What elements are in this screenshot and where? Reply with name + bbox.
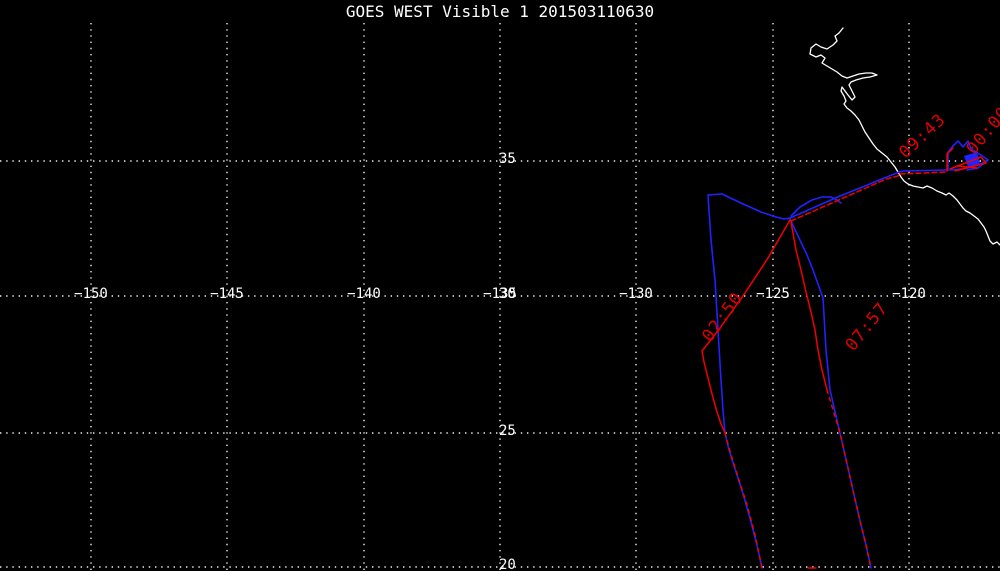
track-blue-left-top-diagonal [721,193,791,220]
track-red-leg-0250 [701,219,791,434]
track-blue-landing-blob [964,152,980,167]
page-title: GOES WEST Visible 1 201503110630 [345,2,655,21]
track-red-leg-0757 [790,221,828,391]
coastline [809,27,1000,246]
longitude-label: −145 [210,286,244,302]
time-label: 09:43 [895,110,950,163]
latitude-label: 20 [499,557,516,571]
time-label: 02:50 [698,288,747,345]
time-label: 07:57 [842,299,893,355]
latitude-label: 35 [499,151,516,167]
longitude-label: −135 [483,286,517,302]
time-label: 00:00 [962,103,1000,159]
longitude-label: −150 [74,286,108,302]
longitude-label: −120 [892,286,926,302]
track-red-overlap-left [724,432,763,569]
latitude-label: 30 [499,286,516,302]
longitude-label: −125 [756,286,790,302]
longitude-label: −140 [347,286,381,302]
longitude-label: −130 [619,286,653,302]
track-blue-left-loop-descent [707,193,763,569]
track-red-diag-to-coast [790,173,900,222]
latitude-label: 25 [499,423,516,439]
track-red-overlap-right [826,389,872,569]
track-red-coast-horizontal [899,171,948,175]
track-red-cluster-a [946,147,954,172]
track-red-cluster-c [956,165,978,169]
track-blue-junction-to-coast [789,169,949,219]
